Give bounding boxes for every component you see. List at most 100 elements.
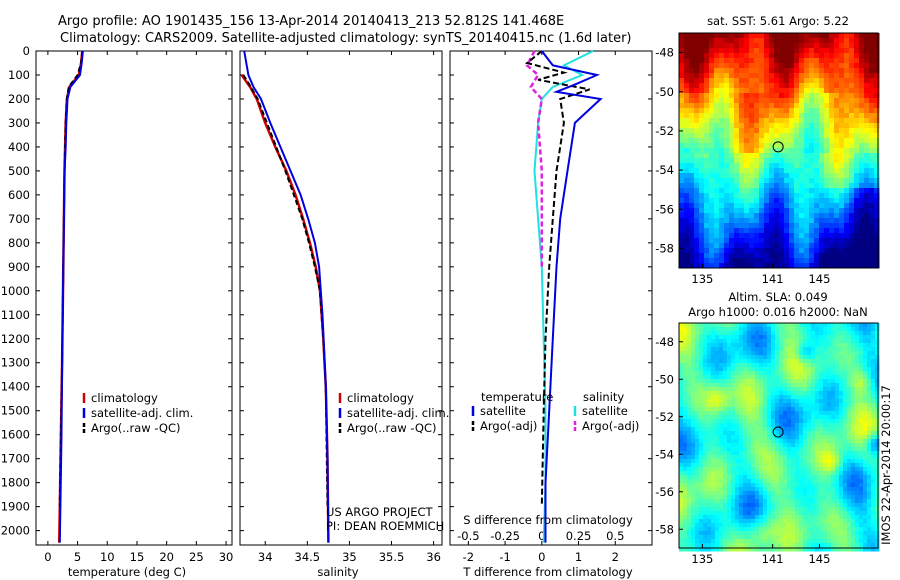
- heatmap-cell: [844, 193, 850, 199]
- heatmap-cell: [851, 327, 856, 332]
- heatmap-cell: [763, 431, 768, 436]
- heatmap-cell: [779, 475, 784, 480]
- heatmap-cell: [684, 123, 690, 129]
- heatmap-cell: [774, 53, 780, 59]
- heatmap-cell: [723, 495, 728, 500]
- heatmap-cell: [691, 379, 696, 384]
- heatmap-cell: [774, 88, 780, 94]
- heatmap-cell: [715, 471, 720, 476]
- heatmap-cell: [759, 455, 764, 460]
- heatmap-cell: [714, 73, 720, 79]
- heatmap-cell: [747, 347, 752, 352]
- heatmap-cell: [799, 499, 804, 504]
- heatmap-cell: [839, 108, 845, 114]
- heatmap-cell: [799, 98, 805, 104]
- heatmap-cell: [851, 351, 856, 356]
- heatmap-cell: [727, 451, 732, 456]
- heatmap-cell: [719, 463, 724, 468]
- heatmap-cell: [834, 48, 840, 54]
- heatmap-cell: [715, 495, 720, 500]
- heatmap-cell: [849, 88, 855, 94]
- heatmap-cell: [723, 403, 728, 408]
- heatmap-cell: [769, 178, 775, 184]
- heatmap-cell: [751, 347, 756, 352]
- heatmap-cell: [844, 148, 850, 154]
- heatmap-cell: [764, 188, 770, 194]
- heatmap-cell: [859, 138, 865, 144]
- heatmap-cell: [683, 507, 688, 512]
- heatmap-cell: [804, 223, 810, 229]
- heatmap-cell: [684, 63, 690, 69]
- heatmap-cell: [859, 447, 864, 452]
- heatmap-cell: [691, 335, 696, 340]
- heatmap-cell: [711, 451, 716, 456]
- heatmap-cell: [743, 323, 748, 328]
- heatmap-cell: [843, 535, 848, 540]
- heatmap-cell: [799, 138, 805, 144]
- heatmap-cell: [829, 118, 835, 124]
- heatmap-cell: [871, 447, 876, 452]
- heatmap-cell: [739, 447, 744, 452]
- heatmap-cell: [849, 223, 855, 229]
- heatmap-cell: [679, 263, 685, 269]
- heatmap-cell: [714, 63, 720, 69]
- heatmap-cell: [849, 123, 855, 129]
- heatmap-cell: [709, 98, 715, 104]
- heatmap-cell: [819, 258, 825, 264]
- heatmap-cell: [799, 168, 805, 174]
- heatmap-cell: [789, 143, 795, 149]
- heatmap-cell: [829, 208, 835, 214]
- heatmap-cell: [759, 519, 764, 524]
- heatmap-cell: [815, 331, 820, 336]
- heatmap-cell: [751, 475, 756, 480]
- heatmap-cell: [831, 359, 836, 364]
- heatmap-cell: [787, 475, 792, 480]
- heatmap-cell: [729, 153, 735, 159]
- legend-label: climatology: [91, 391, 158, 405]
- heatmap-cell: [747, 419, 752, 424]
- heatmap-cell: [835, 327, 840, 332]
- heatmap-cell: [679, 379, 684, 384]
- heatmap-cell: [807, 339, 812, 344]
- heatmap-cell: [779, 178, 785, 184]
- heatmap-cell: [691, 343, 696, 348]
- heatmap-cell: [763, 343, 768, 348]
- heatmap-cell: [724, 238, 730, 244]
- heatmap-cell: [863, 547, 868, 552]
- heatmap-cell: [711, 479, 716, 484]
- heatmap-cell: [787, 395, 792, 400]
- heatmap-cell: [707, 323, 712, 328]
- heatmap-cell: [824, 68, 830, 74]
- heatmap-cell: [723, 535, 728, 540]
- heatmap-cell: [679, 143, 685, 149]
- x-tick-label: 5: [74, 550, 81, 564]
- heatmap-cell: [707, 343, 712, 348]
- heatmap-cell: [855, 359, 860, 364]
- heatmap-cell: [844, 233, 850, 239]
- heatmap-cell: [871, 415, 876, 420]
- heatmap-cell: [699, 367, 704, 372]
- heatmap-cell: [859, 233, 865, 239]
- heatmap-cell: [751, 431, 756, 436]
- heatmap-cell: [679, 228, 685, 234]
- heatmap-cell: [731, 323, 736, 328]
- heatmap-cell: [719, 335, 724, 340]
- heatmap-cell: [684, 53, 690, 59]
- heatmap-cell: [779, 188, 785, 194]
- heatmap-cell: [739, 153, 745, 159]
- heatmap-cell: [704, 123, 710, 129]
- heatmap-cell: [729, 88, 735, 94]
- heatmap-cell: [829, 73, 835, 79]
- heatmap-cell: [779, 203, 785, 209]
- heatmap-cell: [743, 335, 748, 340]
- heatmap-cell: [764, 203, 770, 209]
- heatmap-cell: [703, 483, 708, 488]
- heatmap-cell: [743, 471, 748, 476]
- heatmap-cell: [811, 407, 816, 412]
- heatmap-cell: [783, 475, 788, 480]
- heatmap-cell: [755, 379, 760, 384]
- heatmap-cell: [874, 108, 880, 114]
- heatmap-cell: [711, 399, 716, 404]
- heatmap-cell: [755, 323, 760, 328]
- heatmap-cell: [731, 407, 736, 412]
